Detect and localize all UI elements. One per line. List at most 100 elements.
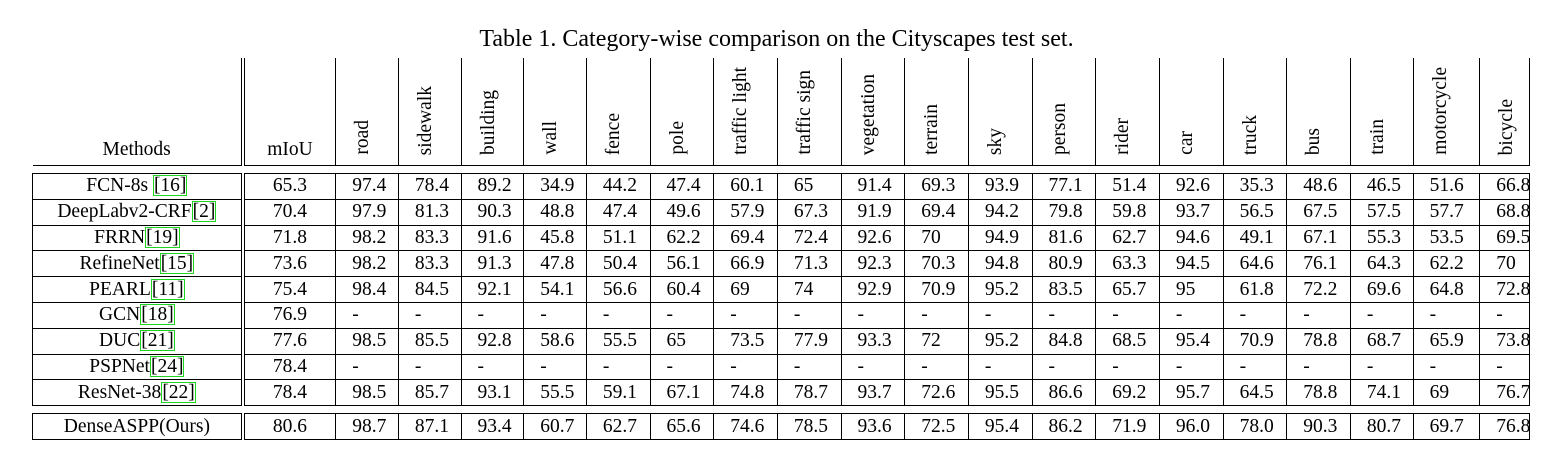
category-label: sky: [984, 127, 1006, 155]
score-cell: 59.1: [585, 379, 651, 407]
table-row: ResNet-38[22] 78.4 98.5 85.7 93.1 55.5 59.1 67.…: [31, 379, 1530, 407]
method-name: PSPNet: [89, 355, 150, 377]
score-cell: 67.1: [1286, 224, 1351, 252]
score-cell: 60.7: [523, 413, 587, 440]
score-cell: 95.4: [1158, 327, 1224, 355]
score-cell: 64.8: [1412, 276, 1480, 303]
score-cell: -: [1031, 301, 1096, 329]
category-header: terrain: [904, 58, 969, 166]
category-label: bicycle: [1496, 98, 1518, 155]
score-cell: 51.4: [1095, 173, 1160, 200]
citation-link[interactable]: [24]: [149, 355, 185, 377]
score-cell: 65.6: [649, 413, 714, 440]
score-cell: 96.0: [1158, 413, 1224, 440]
citation-link[interactable]: [18]: [140, 304, 175, 326]
score-cell: 70.3: [904, 250, 969, 278]
citation-link[interactable]: [11]: [150, 278, 185, 300]
score-cell: 98.4: [335, 276, 399, 303]
table-row: DenseASPP(Ours) 80.6 98.7 87.1 93.4 60.7 62.7 6…: [31, 413, 1530, 440]
score-cell: 56.1: [649, 250, 714, 278]
score-cell: -: [1222, 353, 1287, 381]
score-cell: 57.9: [713, 198, 778, 226]
miou-cell: 77.6: [240, 327, 336, 355]
category-header: fence: [585, 58, 651, 166]
score-cell: 89.2: [460, 173, 524, 200]
score-cell: -: [1479, 353, 1530, 381]
score-cell: 74.8: [713, 379, 778, 407]
category-header: bus: [1286, 58, 1351, 166]
citation-link[interactable]: [16]: [152, 175, 188, 197]
score-cell: 44.2: [585, 173, 651, 200]
score-cell: 62.2: [649, 224, 714, 252]
score-cell: 56.5: [1222, 198, 1287, 226]
score-cell: 90.3: [1286, 413, 1351, 440]
score-cell: 69.6: [1349, 276, 1414, 303]
score-cell: -: [585, 353, 651, 381]
category-label: sidewalk: [414, 85, 436, 155]
score-cell: 59.8: [1095, 198, 1160, 226]
score-cell: 71.3: [776, 250, 842, 278]
citation-link[interactable]: [21]: [140, 330, 175, 352]
category-header: traffic sign: [776, 58, 842, 166]
score-cell: 72.6: [904, 379, 969, 407]
score-cell: 90.3: [460, 198, 524, 226]
score-cell: 65.9: [1412, 327, 1480, 355]
methods-header: Methods: [32, 58, 243, 166]
score-cell: 53.5: [1412, 224, 1480, 252]
score-cell: 67.5: [1286, 198, 1351, 226]
method-name-cell: DenseASPP(Ours): [31, 413, 243, 440]
category-header: wall: [523, 58, 587, 166]
method-name: FRRN: [94, 226, 146, 248]
category-label: road: [352, 120, 374, 155]
score-cell: -: [1158, 301, 1224, 329]
score-cell: -: [776, 301, 842, 329]
score-cell: 72.8: [1479, 276, 1530, 303]
score-cell: 48.6: [1286, 173, 1351, 200]
citation-link[interactable]: [2]: [191, 201, 217, 223]
table-row: RefineNet[15] 73.6 98.2 83.3 91.3 47.8 50.4 56.…: [31, 250, 1530, 278]
score-cell: 62.2: [1412, 250, 1480, 278]
table-caption: Table 1. Category-wise comparison on the…: [479, 26, 1074, 52]
citation-link[interactable]: [22]: [161, 381, 196, 403]
score-cell: 85.5: [397, 327, 462, 355]
score-cell: 49.6: [649, 198, 714, 226]
score-cell: 67.3: [776, 198, 842, 226]
score-cell: 47.4: [649, 173, 714, 200]
score-cell: 70.9: [1222, 327, 1287, 355]
score-cell: 73.5: [713, 327, 778, 355]
score-cell: 64.5: [1222, 379, 1287, 407]
score-cell: 84.5: [397, 276, 462, 303]
score-cell: -: [967, 301, 1033, 329]
score-cell: -: [1286, 353, 1351, 381]
score-cell: 58.6: [523, 327, 587, 355]
category-label: building: [477, 89, 499, 155]
table-row: FCN-8s [16] 65.3 97.4 78.4 89.2 34.9 44.2 47.4 6…: [31, 173, 1530, 200]
score-cell: 92.6: [840, 224, 905, 252]
citation-link[interactable]: [15]: [159, 252, 195, 274]
category-label: traffic sign: [793, 70, 815, 155]
score-cell: 95: [1158, 276, 1224, 303]
score-cell: 93.3: [840, 327, 905, 355]
category-label: person: [1048, 103, 1070, 155]
score-cell: 68.7: [1349, 327, 1414, 355]
score-cell: 97.9: [335, 198, 399, 226]
score-cell: 78.0: [1222, 413, 1287, 440]
score-cell: 80.9: [1031, 250, 1096, 278]
category-header: vegetation: [840, 58, 905, 166]
score-cell: -: [776, 353, 842, 381]
category-header: person: [1031, 58, 1096, 166]
score-cell: 91.9: [840, 198, 905, 226]
table-row: FRRN[19] 71.8 98.2 83.3 91.6 45.8 51.1 62.2 69.4…: [31, 224, 1530, 252]
table-row: GCN[18] 76.9- - - - - - - - - - - - - - - - - - -: [31, 301, 1530, 329]
citation-link[interactable]: [19]: [145, 226, 180, 248]
score-cell: 92.1: [460, 276, 524, 303]
score-cell: 83.3: [397, 224, 462, 252]
method-name-cell: DUC[21]: [31, 327, 243, 355]
score-cell: 45.8: [523, 224, 587, 252]
category-label: truck: [1239, 114, 1261, 155]
score-cell: 92.3: [840, 250, 905, 278]
category-label: rider: [1112, 118, 1134, 155]
score-cell: 60.1: [713, 173, 778, 200]
score-cell: 93.7: [840, 379, 905, 407]
score-cell: -: [713, 301, 778, 329]
